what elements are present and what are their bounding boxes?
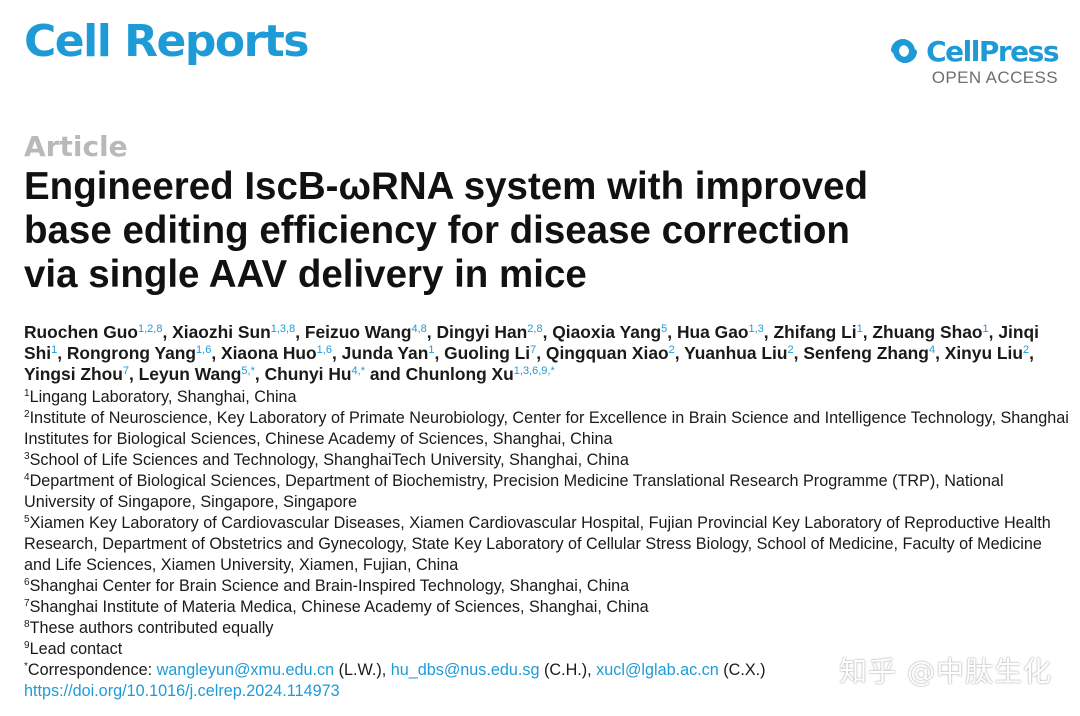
author-affiliation-sup: 2 [787, 344, 794, 356]
author-affiliation-sup: 4,* [351, 365, 365, 377]
doi-link[interactable]: https://doi.org/10.1016/j.celrep.2024.11… [24, 682, 340, 700]
affiliations-block: 1Lingang Laboratory, Shanghai, China 2Ins… [24, 387, 1069, 702]
affiliation-text: Department of Biological Sciences, Depar… [24, 472, 1004, 511]
author-name: Zhuang Shao [872, 322, 983, 342]
author-affiliation-sup: 1 [428, 344, 435, 356]
author-name: Zhifang Li [773, 322, 857, 342]
affiliation-number: 8 [24, 619, 30, 630]
correspondence-line: *Correspondence: wangleyun@xmu.edu.cn (L… [24, 660, 1069, 681]
author-affiliation-sup: 1,2,8 [138, 323, 163, 335]
email-link-wang[interactable]: wangleyun@xmu.edu.cn [156, 661, 335, 679]
author-list: Ruochen Guo1,2,8, Xiaozhi Sun1,3,8, Feiz… [24, 322, 1039, 384]
initials-xu: (C.X.) [718, 661, 766, 679]
author-name: Xinyu Liu [944, 343, 1024, 363]
author-name: Xiaozhi Sun [172, 322, 271, 342]
publisher-name: CellPress [926, 34, 1059, 68]
affiliation-item: 1Lingang Laboratory, Shanghai, China [24, 387, 1069, 408]
affiliation-number: 6 [24, 577, 30, 588]
open-access-label: OPEN ACCESS [931, 68, 1058, 87]
author-affiliation-sup: 5 [661, 323, 668, 335]
author-name: Qiaoxia Yang [552, 322, 662, 342]
author-affiliation-sup: 1 [982, 323, 989, 335]
title-line: base editing efficiency for disease corr… [24, 209, 850, 252]
affiliation-number: 2 [24, 409, 30, 420]
affiliation-item: 4Department of Biological Sciences, Depa… [24, 471, 1069, 513]
affiliation-number: 9 [24, 640, 30, 651]
author-affiliation-sup: 7 [530, 344, 537, 356]
affiliation-text: These authors contributed equally [29, 619, 274, 637]
affiliation-number: 3 [24, 451, 30, 462]
author-name: Yingsi Zhou [24, 364, 123, 384]
author-affiliation-sup: 2,8 [527, 323, 543, 335]
affiliation-item: 3School of Life Sciences and Technology,… [24, 450, 1069, 471]
author-name: Yuanhua Liu [684, 343, 788, 363]
author-conjunction: and [364, 364, 406, 384]
affiliation-number: 4 [24, 472, 30, 483]
author-affiliation-sup: 1,3,8 [270, 323, 296, 335]
cellpress-logo-icon [891, 39, 918, 63]
publisher-block: CellPress OPEN ACCESS [887, 34, 1059, 88]
author-name: Qingquan Xiao [545, 343, 669, 363]
affiliation-text: Shanghai Institute of Materia Medica, Ch… [29, 598, 649, 616]
affiliation-item: 2Institute of Neuroscience, Key Laborato… [24, 408, 1069, 450]
affiliation-item: 5Xiamen Key Laboratory of Cardiovascular… [24, 513, 1069, 576]
affiliation-item: 7Shanghai Institute of Materia Medica, C… [24, 597, 1069, 618]
affiliation-item: 6Shanghai Center for Brain Science and B… [24, 576, 1069, 597]
affiliation-text: Xiamen Key Laboratory of Cardiovascular … [24, 514, 1051, 574]
affiliation-item: 8These authors contributed equally [24, 618, 1069, 639]
affiliation-text: Shanghai Center for Brain Science and Br… [29, 577, 630, 595]
author-name: Hua Gao [676, 322, 749, 342]
author-name: Dingyi Han [436, 322, 528, 342]
author-name: Jinqi Shi [24, 322, 1039, 363]
author-affiliation-sup: 1,3 [748, 323, 764, 335]
title-line: Engineered IscB-ωRNA system with improve… [24, 165, 869, 208]
affiliation-list: 1Lingang Laboratory, Shanghai, China 2Ins… [24, 387, 1069, 660]
affiliation-number: 1 [24, 388, 30, 399]
initials-wang: (L.W.), [334, 661, 391, 679]
author-affiliation-sup: 1 [856, 323, 863, 335]
journal-name: Cell Reports [24, 16, 309, 67]
affiliation-text: Lead contact [29, 640, 123, 658]
author-affiliation-sup: 2 [668, 344, 675, 356]
initials-hu: (C.H.), [539, 661, 597, 679]
author-affiliation-sup: 1 [51, 344, 58, 356]
author-affiliation-sup: 4,8 [411, 323, 427, 335]
author-affiliation-sup: 1,3,6,9,* [513, 365, 555, 377]
author-name: Leyun Wang [138, 364, 242, 384]
author-name: Feizuo Wang [304, 322, 412, 342]
email-link-hu[interactable]: hu_dbs@nus.edu.sg [390, 661, 540, 679]
author-name: Xiaona Huo [221, 343, 317, 363]
affiliation-text: School of Life Sciences and Technology, … [29, 451, 629, 469]
author-affiliation-sup: 4 [928, 344, 936, 356]
author-name: Rongrong Yang [66, 343, 197, 363]
author-affiliation-sup: 5,* [241, 365, 255, 377]
author-name: Senfeng Zhang [803, 343, 929, 363]
correspondence-label: Correspondence: [27, 661, 157, 679]
affiliation-number: 5 [24, 514, 30, 525]
author-affiliation-sup: 2 [1023, 344, 1030, 356]
affiliation-item: 9Lead contact [24, 639, 1069, 660]
author-name: Chunyi Hu [264, 364, 352, 384]
author-name: Ruochen Guo [24, 322, 138, 342]
affiliation-number: 7 [24, 598, 30, 609]
affiliation-text: Institute of Neuroscience, Key Laborator… [24, 409, 1069, 448]
title-line: via single AAV delivery in mice [24, 253, 587, 296]
author-name: Junda Yan [341, 343, 429, 363]
author-name: Guoling Li [444, 343, 531, 363]
email-link-xu[interactable]: xucl@lglab.ac.cn [596, 661, 719, 679]
author-affiliation-sup: 1,6 [196, 344, 212, 356]
author-affiliation-sup: 7 [122, 365, 129, 377]
affiliation-text: Lingang Laboratory, Shanghai, China [29, 388, 297, 406]
article-type-label: Article [24, 130, 128, 163]
watermark: 知乎 @中肽生化 [839, 655, 1052, 688]
author-affiliation-sup: 1,6 [316, 344, 332, 356]
author-name: Chunlong Xu [405, 364, 514, 384]
article-title: Engineered IscB-ωRNA system with improve… [24, 165, 924, 297]
correspondence-mark: * [24, 661, 28, 672]
